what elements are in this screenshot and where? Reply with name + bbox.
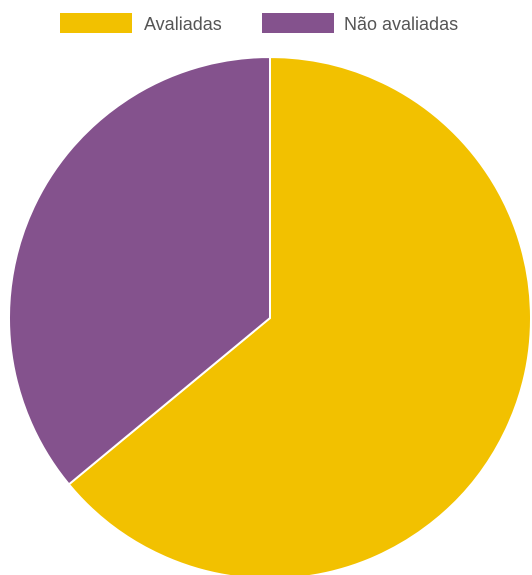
pie-slices [8, 55, 532, 575]
chart-legend: Avaliadas Não avaliadas [60, 13, 458, 34]
pie-slice-avaliadas [67, 55, 532, 575]
legend-swatch-avaliadas [60, 13, 132, 33]
legend-swatch-nao-avaliadas [262, 13, 334, 33]
legend-label-avaliadas: Avaliadas [144, 14, 222, 34]
pie-slice-nao-avaliadas [8, 55, 271, 486]
legend-label-nao-avaliadas: Não avaliadas [344, 14, 458, 34]
